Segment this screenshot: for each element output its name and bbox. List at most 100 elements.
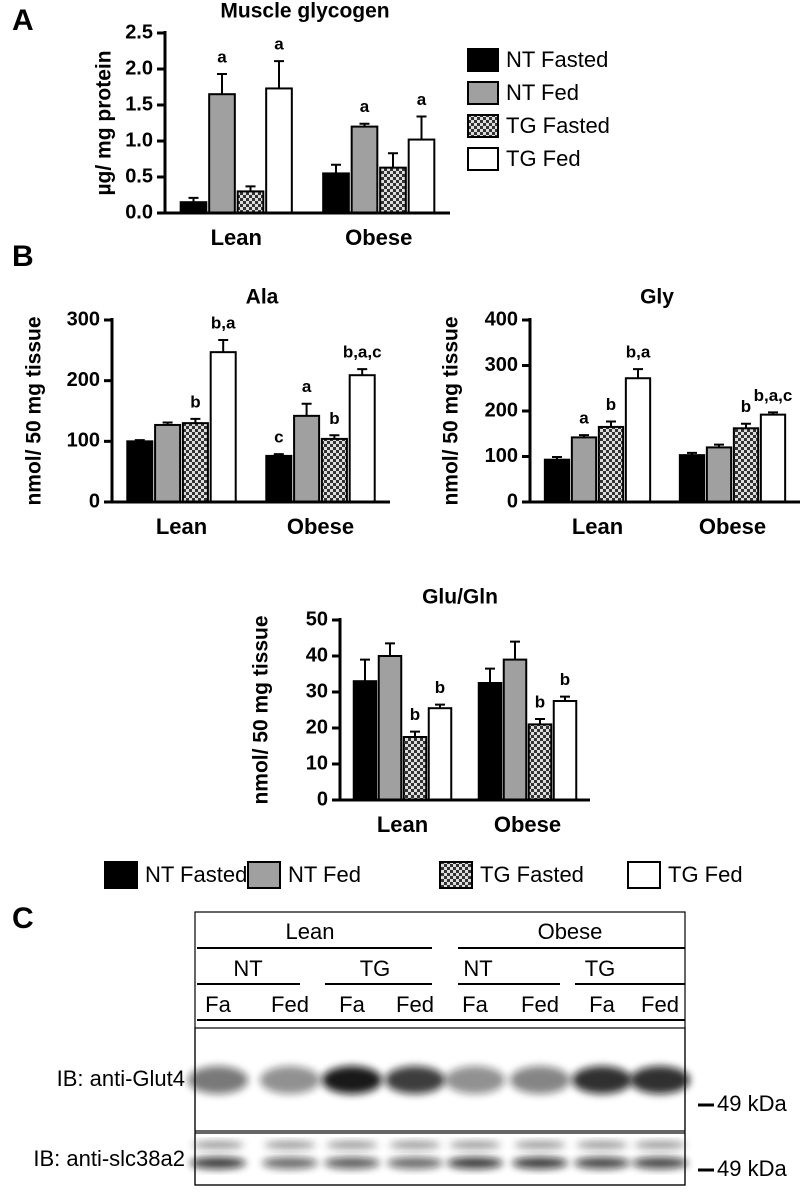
bar [402, 736, 428, 801]
significance-letter: b [535, 692, 545, 711]
error-bar [606, 420, 616, 427]
blot-header-lines [197, 947, 685, 1021]
significance-letter: a [579, 409, 589, 428]
bar [320, 437, 348, 504]
legend-swatch [467, 114, 499, 138]
error-bar [134, 439, 145, 442]
error-bar [552, 455, 562, 460]
y-tick-label: 40 [306, 644, 328, 666]
chart-title: Gly [640, 286, 674, 309]
bar [597, 425, 625, 503]
legend-swatch [467, 81, 499, 105]
error-bar [218, 339, 229, 353]
bar [154, 423, 182, 504]
panel-label: A [12, 4, 34, 37]
y-tick-label: 300 [485, 354, 518, 376]
bar [552, 700, 578, 801]
bar [527, 723, 553, 802]
blot-lane-label: Fa [205, 992, 231, 1017]
significance-letter: b [435, 678, 445, 697]
error-bar [579, 434, 589, 438]
legend-swatch [467, 147, 499, 171]
blot-genotype-label: NT [463, 956, 492, 981]
blot-band [445, 1066, 505, 1094]
error-bar [435, 703, 445, 709]
y-tick-label: 0 [317, 788, 328, 810]
blot-genotype-label: TG [360, 956, 391, 981]
error-bar [535, 718, 545, 725]
blot-row-label: IB: anti-Glut4 [57, 1066, 185, 1091]
legend-label: TG Fed [668, 862, 743, 887]
axes [528, 318, 800, 504]
bar [265, 454, 293, 504]
blot-band [634, 1141, 686, 1149]
legend-label: TG Fasted [480, 862, 584, 887]
y-tick-label: 1.5 [125, 93, 153, 115]
blot-band [572, 1066, 632, 1094]
bar [236, 190, 265, 214]
significance-letter: b [560, 670, 570, 689]
legend-label: NT Fasted [145, 862, 247, 887]
legend-swatch [467, 48, 499, 72]
error-bar [357, 368, 368, 376]
error-bar [188, 196, 199, 203]
blot-band [190, 1157, 246, 1169]
significance-letter: b,a,c [754, 386, 793, 405]
blot-band [324, 1157, 380, 1169]
blot-band [447, 1157, 503, 1169]
error-bar [217, 73, 227, 95]
axes [338, 618, 590, 802]
error-bar [714, 443, 724, 448]
legend-label: NT Fed [288, 862, 361, 887]
legend-label: NT Fed [506, 80, 579, 105]
significance-letter: a [217, 48, 227, 67]
blot-band [510, 1066, 570, 1094]
significance-letter: a [274, 35, 284, 54]
error-bar [416, 115, 427, 140]
error-bar [385, 642, 395, 656]
error-bar [388, 152, 398, 168]
panel-label: C [12, 902, 34, 935]
legend-swatch [104, 861, 138, 889]
bar [407, 138, 436, 214]
legend-swatch [627, 861, 661, 889]
blot-band [632, 1157, 688, 1169]
y-tick-label: 200 [67, 369, 100, 391]
axes [163, 31, 450, 215]
legend-label: NT Fasted [506, 47, 608, 72]
bar [350, 125, 379, 214]
blot-genotype-label: TG [585, 956, 616, 981]
y-axis-label: µg/ mg protein [93, 50, 116, 195]
bar [348, 374, 376, 503]
y-tick-label: 0.0 [125, 201, 153, 223]
legend-label: TG Fasted [506, 113, 610, 138]
significance-letter: b [606, 395, 616, 414]
y-tick-label: 2.5 [125, 21, 153, 43]
chart-title: Glu/Gln [422, 586, 498, 609]
legend-swatch [247, 861, 281, 889]
blot-band [264, 1141, 316, 1149]
blot-band [385, 1066, 445, 1094]
blot-band [192, 1141, 244, 1149]
bar [208, 93, 236, 214]
bar [543, 458, 571, 503]
significance-letter: b [741, 397, 751, 416]
blot-band [389, 1141, 441, 1149]
significance-letter: b [329, 409, 339, 428]
blot-lane-label: Fa [462, 992, 488, 1017]
bar [179, 201, 208, 214]
bar [624, 377, 652, 503]
blot-row-label: IB: anti-slc38a2 [33, 1146, 185, 1171]
significance-letter: a [302, 377, 312, 396]
bar [379, 166, 407, 214]
chart-title: Ala [246, 286, 279, 309]
significance-letter: b,a,c [343, 343, 382, 362]
panel-label: B [12, 240, 34, 273]
error-bar [687, 451, 697, 456]
x-tick-label: Obese [345, 225, 412, 250]
error-bar [410, 730, 420, 737]
blot-band [188, 1066, 248, 1094]
bar [126, 440, 154, 504]
blot-lane-label: Fa [339, 992, 365, 1017]
